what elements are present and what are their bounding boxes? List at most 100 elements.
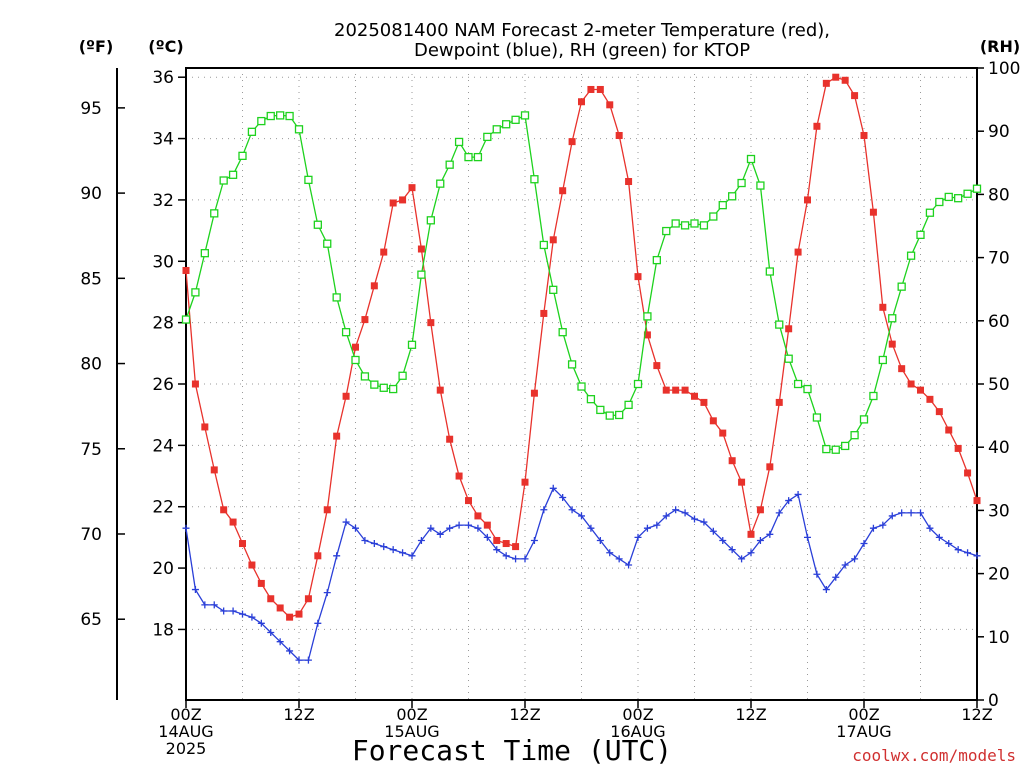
rh-point <box>370 380 379 389</box>
rh-point <box>539 240 548 250</box>
rh-tick-label: 20 <box>988 565 1010 585</box>
temperature-point <box>662 386 670 394</box>
temperature-point <box>286 613 294 621</box>
rh-point <box>869 391 878 401</box>
rh-point <box>389 384 398 394</box>
rh-point <box>266 111 275 121</box>
dewpoint-point <box>493 546 501 554</box>
dewpoint-point <box>766 530 774 538</box>
temperature-point <box>257 579 265 587</box>
rh-point <box>483 132 492 142</box>
dewpoint-point <box>239 610 246 618</box>
dewpoint-point <box>248 613 256 621</box>
fahrenheit-tick-label: 85 <box>80 269 102 289</box>
rh-point <box>954 194 963 203</box>
unit-label-fahrenheit: (ºF) <box>79 37 114 56</box>
dewpoint-point <box>709 527 717 535</box>
dewpoint-point <box>521 555 529 563</box>
temperature-point <box>700 398 708 406</box>
dewpoint-point <box>898 509 906 517</box>
dewpoint-point <box>276 638 284 646</box>
celsius-tick-label: 30 <box>152 252 174 272</box>
dewpoint-point <box>917 509 924 517</box>
dewpoint-point <box>662 512 670 520</box>
x-tick-label: 12Z <box>283 705 314 724</box>
x-tick-label: 12Z <box>961 705 992 724</box>
rh-tick-label: 30 <box>988 501 1010 521</box>
series-temperature <box>182 73 981 621</box>
temperature-point <box>653 362 661 370</box>
temperature-point <box>559 187 567 195</box>
dewpoint-point <box>427 524 435 532</box>
dewpoint-point <box>832 573 840 581</box>
temperature-point <box>314 552 322 560</box>
series-line-rh <box>185 114 978 451</box>
dewpoint-point <box>191 586 199 594</box>
x-tick-label: 00Z <box>622 705 653 724</box>
temperature-point <box>465 497 472 505</box>
x-tick-label: 2025 <box>166 739 207 758</box>
rh-point <box>662 226 671 236</box>
dewpoint-point <box>333 552 341 560</box>
chart-title-line-1: 2025081400 NAM Forecast 2-meter Temperat… <box>334 20 830 41</box>
dewpoint-point <box>794 490 802 498</box>
temperature-point <box>615 131 623 139</box>
unit-label-celsius: (ºC) <box>148 37 183 56</box>
rh-point <box>323 239 332 248</box>
dewpoint-point <box>691 515 698 523</box>
temperature-point <box>851 92 859 100</box>
rh-point <box>417 270 426 279</box>
dewpoint-point <box>813 570 821 578</box>
rh-point <box>728 192 737 201</box>
dewpoint-point <box>973 552 981 560</box>
dewpoint-point <box>549 484 557 492</box>
rh-point <box>709 212 718 221</box>
rh-point <box>718 200 727 210</box>
temperature-point <box>267 595 275 603</box>
temperature-point <box>869 208 877 216</box>
rh-point <box>436 179 445 188</box>
dewpoint-point <box>738 555 746 563</box>
rh-point <box>803 384 812 394</box>
rh-tick-label: 50 <box>988 375 1010 395</box>
dewpoint-point <box>625 561 633 569</box>
rh-point <box>737 178 746 188</box>
dewpoint-point <box>964 549 972 557</box>
rh-point <box>925 208 935 217</box>
temperature-point <box>954 444 962 452</box>
rh-point <box>605 411 614 420</box>
dewpoint-point <box>530 536 538 544</box>
watermark: coolwx.com/models <box>852 746 1016 765</box>
x-tick-label: 00Z <box>848 705 879 724</box>
tick-labels: 18 20 22 24 26 28 30 32 34 36 65 70 75 80 85 90 95 0 10 20 3… <box>80 59 1020 758</box>
temperature-point <box>276 604 284 612</box>
x-tick-label: 16AUG <box>610 722 665 741</box>
temperature-point <box>813 122 821 130</box>
temperature-point <box>201 423 209 431</box>
rh-point <box>210 209 219 218</box>
celsius-tick-label: 24 <box>152 436 174 456</box>
dewpoint-point <box>841 561 849 569</box>
temperature-point <box>361 316 369 324</box>
temperature-point <box>860 131 868 139</box>
dewpoint-point <box>869 524 877 532</box>
celsius-tick-label: 18 <box>152 620 174 640</box>
temperature-point <box>578 98 585 106</box>
fahrenheit-tick-label: 70 <box>80 525 102 545</box>
temperature-point <box>709 417 717 425</box>
temperature-point <box>917 386 924 394</box>
rh-point <box>793 379 803 389</box>
rh-point <box>690 219 699 228</box>
x-tick-label: 12Z <box>735 705 766 724</box>
fahrenheit-tick-label: 65 <box>80 610 102 630</box>
rh-point <box>464 152 473 162</box>
dewpoint-point <box>540 506 548 514</box>
dewpoint-point <box>926 524 934 532</box>
rh-point <box>671 219 680 228</box>
temperature-point <box>907 380 915 388</box>
series-rh <box>181 111 982 454</box>
dewpoint-point <box>954 546 962 554</box>
celsius-tick-label: 34 <box>152 130 174 150</box>
temperature-point <box>389 199 397 207</box>
temperature-point <box>323 506 331 514</box>
